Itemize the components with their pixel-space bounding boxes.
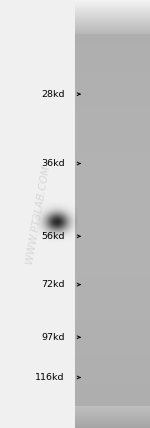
Text: 72kd: 72kd — [41, 280, 64, 289]
Text: 97kd: 97kd — [41, 333, 64, 342]
Text: 116kd: 116kd — [35, 373, 64, 382]
Text: 28kd: 28kd — [41, 89, 64, 99]
Text: 56kd: 56kd — [41, 232, 64, 241]
Bar — [0, 0, 75, 428]
Text: WWW.PT3LAB.COM: WWW.PT3LAB.COM — [24, 164, 51, 264]
Text: 36kd: 36kd — [41, 159, 64, 168]
